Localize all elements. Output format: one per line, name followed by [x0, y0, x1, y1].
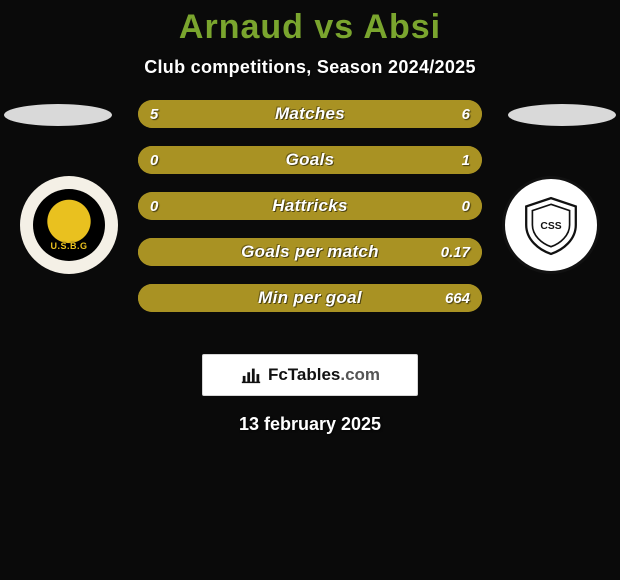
player1-club-badge: U.S.B.G: [20, 176, 118, 274]
stat-row: Hattricks0 0: [138, 192, 482, 220]
stat-value-right: 664: [445, 290, 470, 307]
stat-label: Goals per match: [138, 242, 482, 262]
club-badge-css: CSS: [516, 190, 586, 260]
player2-name: Absi: [363, 8, 441, 46]
comparison-infographic: Arnaud vs Absi Club competitions, Season…: [0, 0, 620, 580]
branding-domain: .com: [340, 365, 380, 384]
player1-marker-ellipse: [4, 104, 112, 126]
stat-value-right: 1: [462, 152, 470, 169]
stat-label: Min per goal: [138, 288, 482, 308]
title-vs: vs: [314, 8, 354, 46]
shield-icon: CSS: [520, 194, 582, 256]
player2-marker-ellipse: [508, 104, 616, 126]
page-title: Arnaud vs Absi: [0, 0, 620, 47]
stat-value-right: 0.17: [441, 244, 470, 261]
stat-row: Matches5 6: [138, 100, 482, 128]
stat-bars: Matches56Goals01Hattricks00Goals per mat…: [138, 100, 482, 330]
stat-value-left: 0: [150, 152, 158, 169]
branding-text: FcTables.com: [268, 365, 380, 385]
stat-value-right: 0: [462, 198, 470, 215]
branding-name: FcTables: [268, 365, 340, 384]
stat-row: Min per goal664: [138, 284, 482, 312]
badge-text: U.S.B.G: [50, 241, 87, 251]
player1-name: Arnaud: [179, 8, 304, 46]
comparison-body: U.S.B.G CSS Matches56Goals01Hattricks00G…: [0, 100, 620, 340]
stat-value-left: 5: [150, 106, 158, 123]
stat-label: Hattricks: [138, 196, 482, 216]
player2-club-badge: CSS: [502, 176, 600, 274]
bar-chart-icon: [240, 364, 262, 386]
stat-label: Matches: [138, 104, 482, 124]
club-badge-usbg: U.S.B.G: [33, 189, 105, 261]
date-label: 13 february 2025: [0, 414, 620, 435]
stat-value-left: 0: [150, 198, 158, 215]
stat-row: Goals per match0.17: [138, 238, 482, 266]
stat-row: Goals0 1: [138, 146, 482, 174]
subtitle: Club competitions, Season 2024/2025: [0, 57, 620, 78]
stat-label: Goals: [138, 150, 482, 170]
branding-box: FcTables.com: [202, 354, 418, 396]
svg-text:CSS: CSS: [540, 221, 561, 232]
stat-value-right: 6: [462, 106, 470, 123]
